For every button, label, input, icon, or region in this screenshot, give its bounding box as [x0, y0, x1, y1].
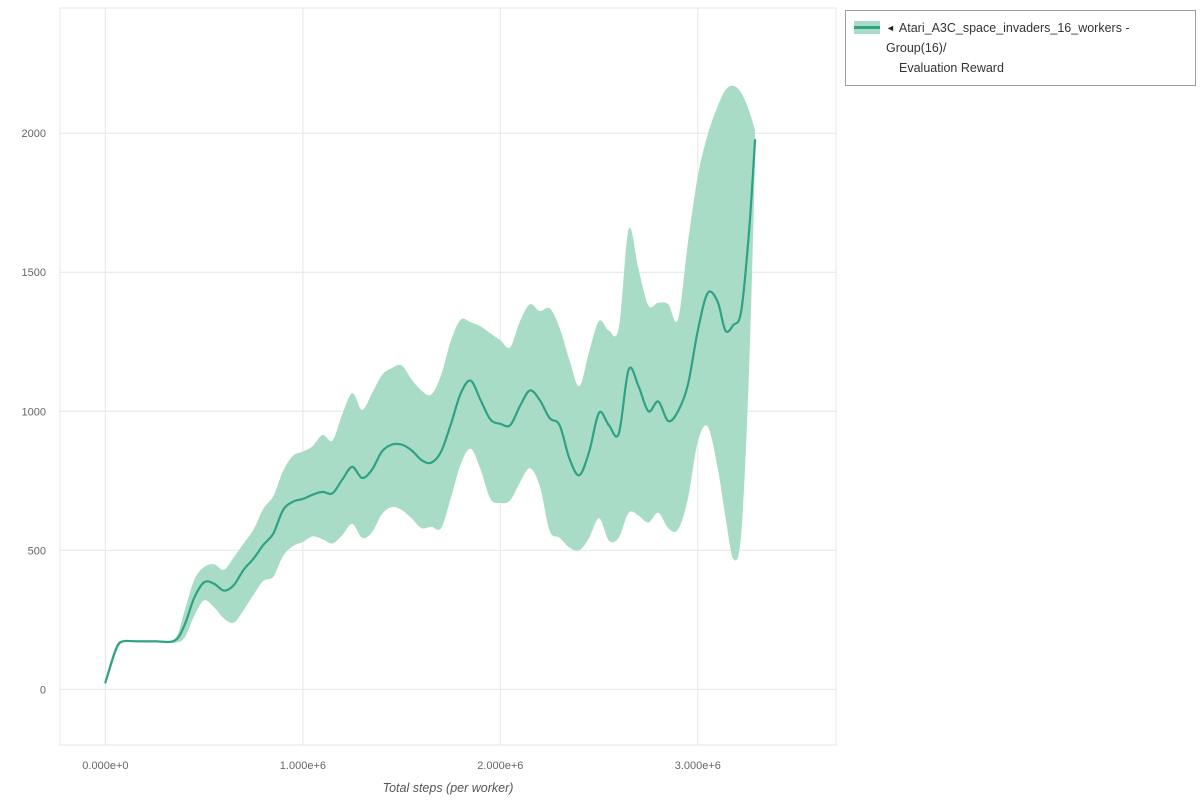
- legend-collapse-icon[interactable]: ◄: [886, 23, 895, 33]
- x-tick-label: 1.000e+6: [280, 760, 326, 772]
- x-tick-label: 3.000e+6: [675, 760, 721, 772]
- y-tick-label: 1000: [22, 406, 46, 418]
- x-axis-title: Total steps (per worker): [382, 781, 514, 795]
- y-tick-label: 500: [28, 545, 46, 557]
- plot-border: [59, 7, 837, 746]
- legend-series-name-line1: Atari_A3C_space_invaders_16_workers - Gr…: [886, 21, 1130, 55]
- series-line: [104, 139, 757, 684]
- legend-item-series[interactable]: ◄ Atari_A3C_space_invaders_16_workers - G…: [854, 18, 1187, 78]
- y-tick-label: 0: [40, 684, 46, 696]
- y-tick-label: 1500: [22, 267, 46, 279]
- y-tick-label: 2000: [22, 128, 46, 140]
- x-tick-label: 2.000e+6: [477, 760, 523, 772]
- confidence-band: [105, 85, 755, 685]
- series-swatch-icon: [854, 21, 880, 34]
- legend-series-label: ◄ Atari_A3C_space_invaders_16_workers - G…: [886, 18, 1187, 78]
- x-tick-label: 0.000e+0: [82, 760, 128, 772]
- legend: ◄ Atari_A3C_space_invaders_16_workers - G…: [845, 10, 1196, 86]
- legend-series-name-line2: Evaluation Reward: [899, 61, 1004, 75]
